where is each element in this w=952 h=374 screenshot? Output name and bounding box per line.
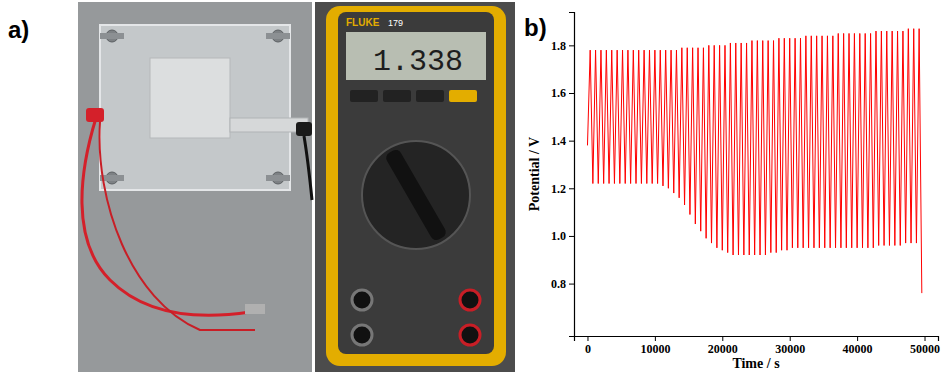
x-tick: 40000 xyxy=(843,336,873,356)
meter-jack xyxy=(352,290,372,310)
figure: a) FLUKE 179 1.338 b) 0 10000 20000 30000 40000 50… xyxy=(0,0,952,374)
red-wire xyxy=(82,118,250,315)
x-tick-label: 30000 xyxy=(775,342,805,356)
meter-knob xyxy=(384,148,448,243)
y-axis-title: Potential / V xyxy=(527,137,542,211)
meter-body xyxy=(326,6,506,366)
x-tick-label: 20000 xyxy=(708,342,738,356)
x-tick: 50000 xyxy=(910,336,940,356)
electrode-sheet xyxy=(150,58,230,138)
y-tick: 1.6 xyxy=(551,86,574,100)
x-tick-mark xyxy=(857,336,858,341)
y-tick-label: 0.8 xyxy=(551,277,566,291)
wing-nut-wing xyxy=(100,33,124,39)
x-tick-mark xyxy=(587,336,588,341)
wing-nut-wing xyxy=(266,175,290,181)
x-axis-title: Time / s xyxy=(732,356,780,371)
x-axis: 0 10000 20000 30000 40000 50000 xyxy=(575,336,941,356)
x-tick-label: 10000 xyxy=(640,342,670,356)
y-tick: 1.2 xyxy=(551,182,574,196)
meter-button xyxy=(350,90,378,102)
x-tick-mark xyxy=(925,336,926,341)
meter-jack xyxy=(460,290,480,310)
y-tick-label: 1.6 xyxy=(551,86,566,100)
black-wire xyxy=(304,136,312,200)
y-tick-mark xyxy=(569,284,574,285)
cell-plate xyxy=(100,25,290,190)
potential-line xyxy=(587,29,921,293)
meter-face xyxy=(338,12,494,354)
panel-b: b) 0 10000 20000 30000 40000 50000 0.8 1.0 1.2 1.4… xyxy=(524,13,940,372)
y-tick: 1.4 xyxy=(551,134,574,148)
y-axis: 0.8 1.0 1.2 1.4 1.6 1.8 xyxy=(551,13,575,337)
x-tick: 0 xyxy=(585,336,591,356)
photo-background xyxy=(315,2,515,372)
meter-button xyxy=(416,90,444,102)
y-axis-line xyxy=(569,13,575,337)
y-tick-label: 1.4 xyxy=(551,134,566,148)
x-tick-label: 50000 xyxy=(910,342,940,356)
x-tick-label: 40000 xyxy=(843,342,873,356)
y-tick-label: 1.8 xyxy=(551,39,566,53)
meter-jack xyxy=(460,325,480,345)
y-tick-mark xyxy=(569,93,574,94)
meter-brand: FLUKE xyxy=(346,17,380,28)
x-axis-line xyxy=(575,337,939,342)
red-clip xyxy=(86,108,104,122)
x-tick-mark xyxy=(722,336,723,341)
panel-a: a) FLUKE 179 1.338 xyxy=(8,2,515,372)
x-tick-mark xyxy=(790,336,791,341)
meter-model: 179 xyxy=(388,18,403,28)
y-tick-label: 1.0 xyxy=(551,229,566,243)
y-tick: 1.0 xyxy=(551,229,574,243)
x-tick-label: 0 xyxy=(585,342,591,356)
probe-tip xyxy=(245,304,265,314)
y-tick-mark xyxy=(569,45,574,46)
meter-reading: 1.338 xyxy=(373,45,463,79)
plot-area xyxy=(587,29,921,293)
y-tick: 0.8 xyxy=(551,277,574,291)
panel-label: a) xyxy=(8,16,29,43)
black-clip xyxy=(296,122,312,136)
red-wire xyxy=(100,122,255,330)
y-tick-label: 1.2 xyxy=(551,182,566,196)
y-tick-mark xyxy=(569,141,574,142)
y-tick-mark xyxy=(569,236,574,237)
meter-display xyxy=(346,32,486,80)
y-tick-mark xyxy=(569,188,574,189)
x-tick: 20000 xyxy=(708,336,738,356)
photo-background xyxy=(78,2,312,372)
meter-jack xyxy=(352,325,372,345)
meter-button xyxy=(383,90,411,102)
meter-button xyxy=(449,90,477,102)
wing-nut-wing xyxy=(266,33,290,39)
x-tick: 30000 xyxy=(775,336,805,356)
x-tick: 10000 xyxy=(640,336,670,356)
panel-label: b) xyxy=(524,14,547,41)
y-tick: 1.8 xyxy=(551,39,574,53)
x-tick-mark xyxy=(655,336,656,341)
meter-dial xyxy=(362,141,470,249)
